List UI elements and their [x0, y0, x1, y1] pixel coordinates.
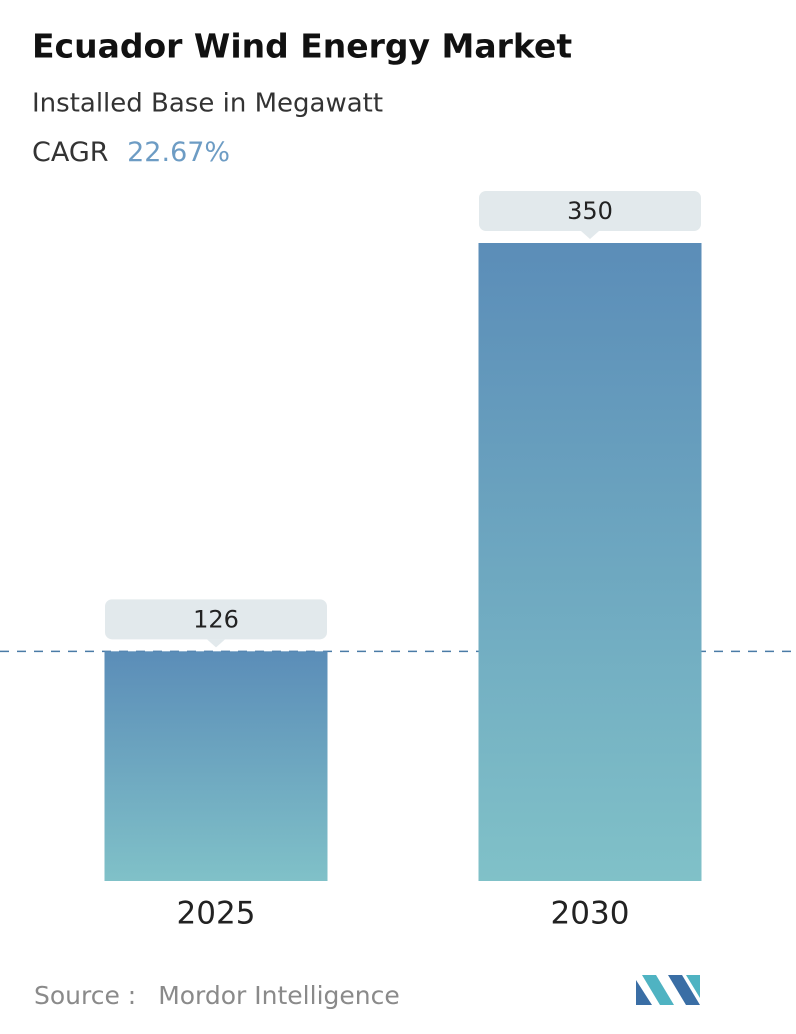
value-label-box [105, 599, 327, 640]
cagr: CAGR 22.67% [32, 137, 230, 168]
bar [478, 243, 702, 881]
value-label-box [479, 191, 701, 231]
cagr-value: 22.67% [127, 137, 230, 168]
value-label-pointer [581, 231, 599, 239]
value-label: 350 [567, 197, 613, 225]
x-tick-label: 2025 [177, 896, 256, 932]
chart-subtitle: Installed Base in Megawatt [32, 89, 383, 119]
x-tick-label: 2030 [551, 896, 630, 932]
chart-title: Ecuador Wind Energy Market [32, 27, 572, 66]
value-label-pointer [207, 639, 225, 648]
logo [636, 975, 700, 1005]
source-label: Source : [34, 981, 136, 1010]
plot: 126 2025 350 2030 [0, 191, 796, 932]
source-name: Mordor Intelligence [158, 981, 400, 1010]
value-label: 126 [193, 605, 239, 633]
bar [104, 651, 328, 881]
cagr-label: CAGR [32, 137, 109, 168]
source: Source : Mordor Intelligence [34, 981, 400, 1010]
